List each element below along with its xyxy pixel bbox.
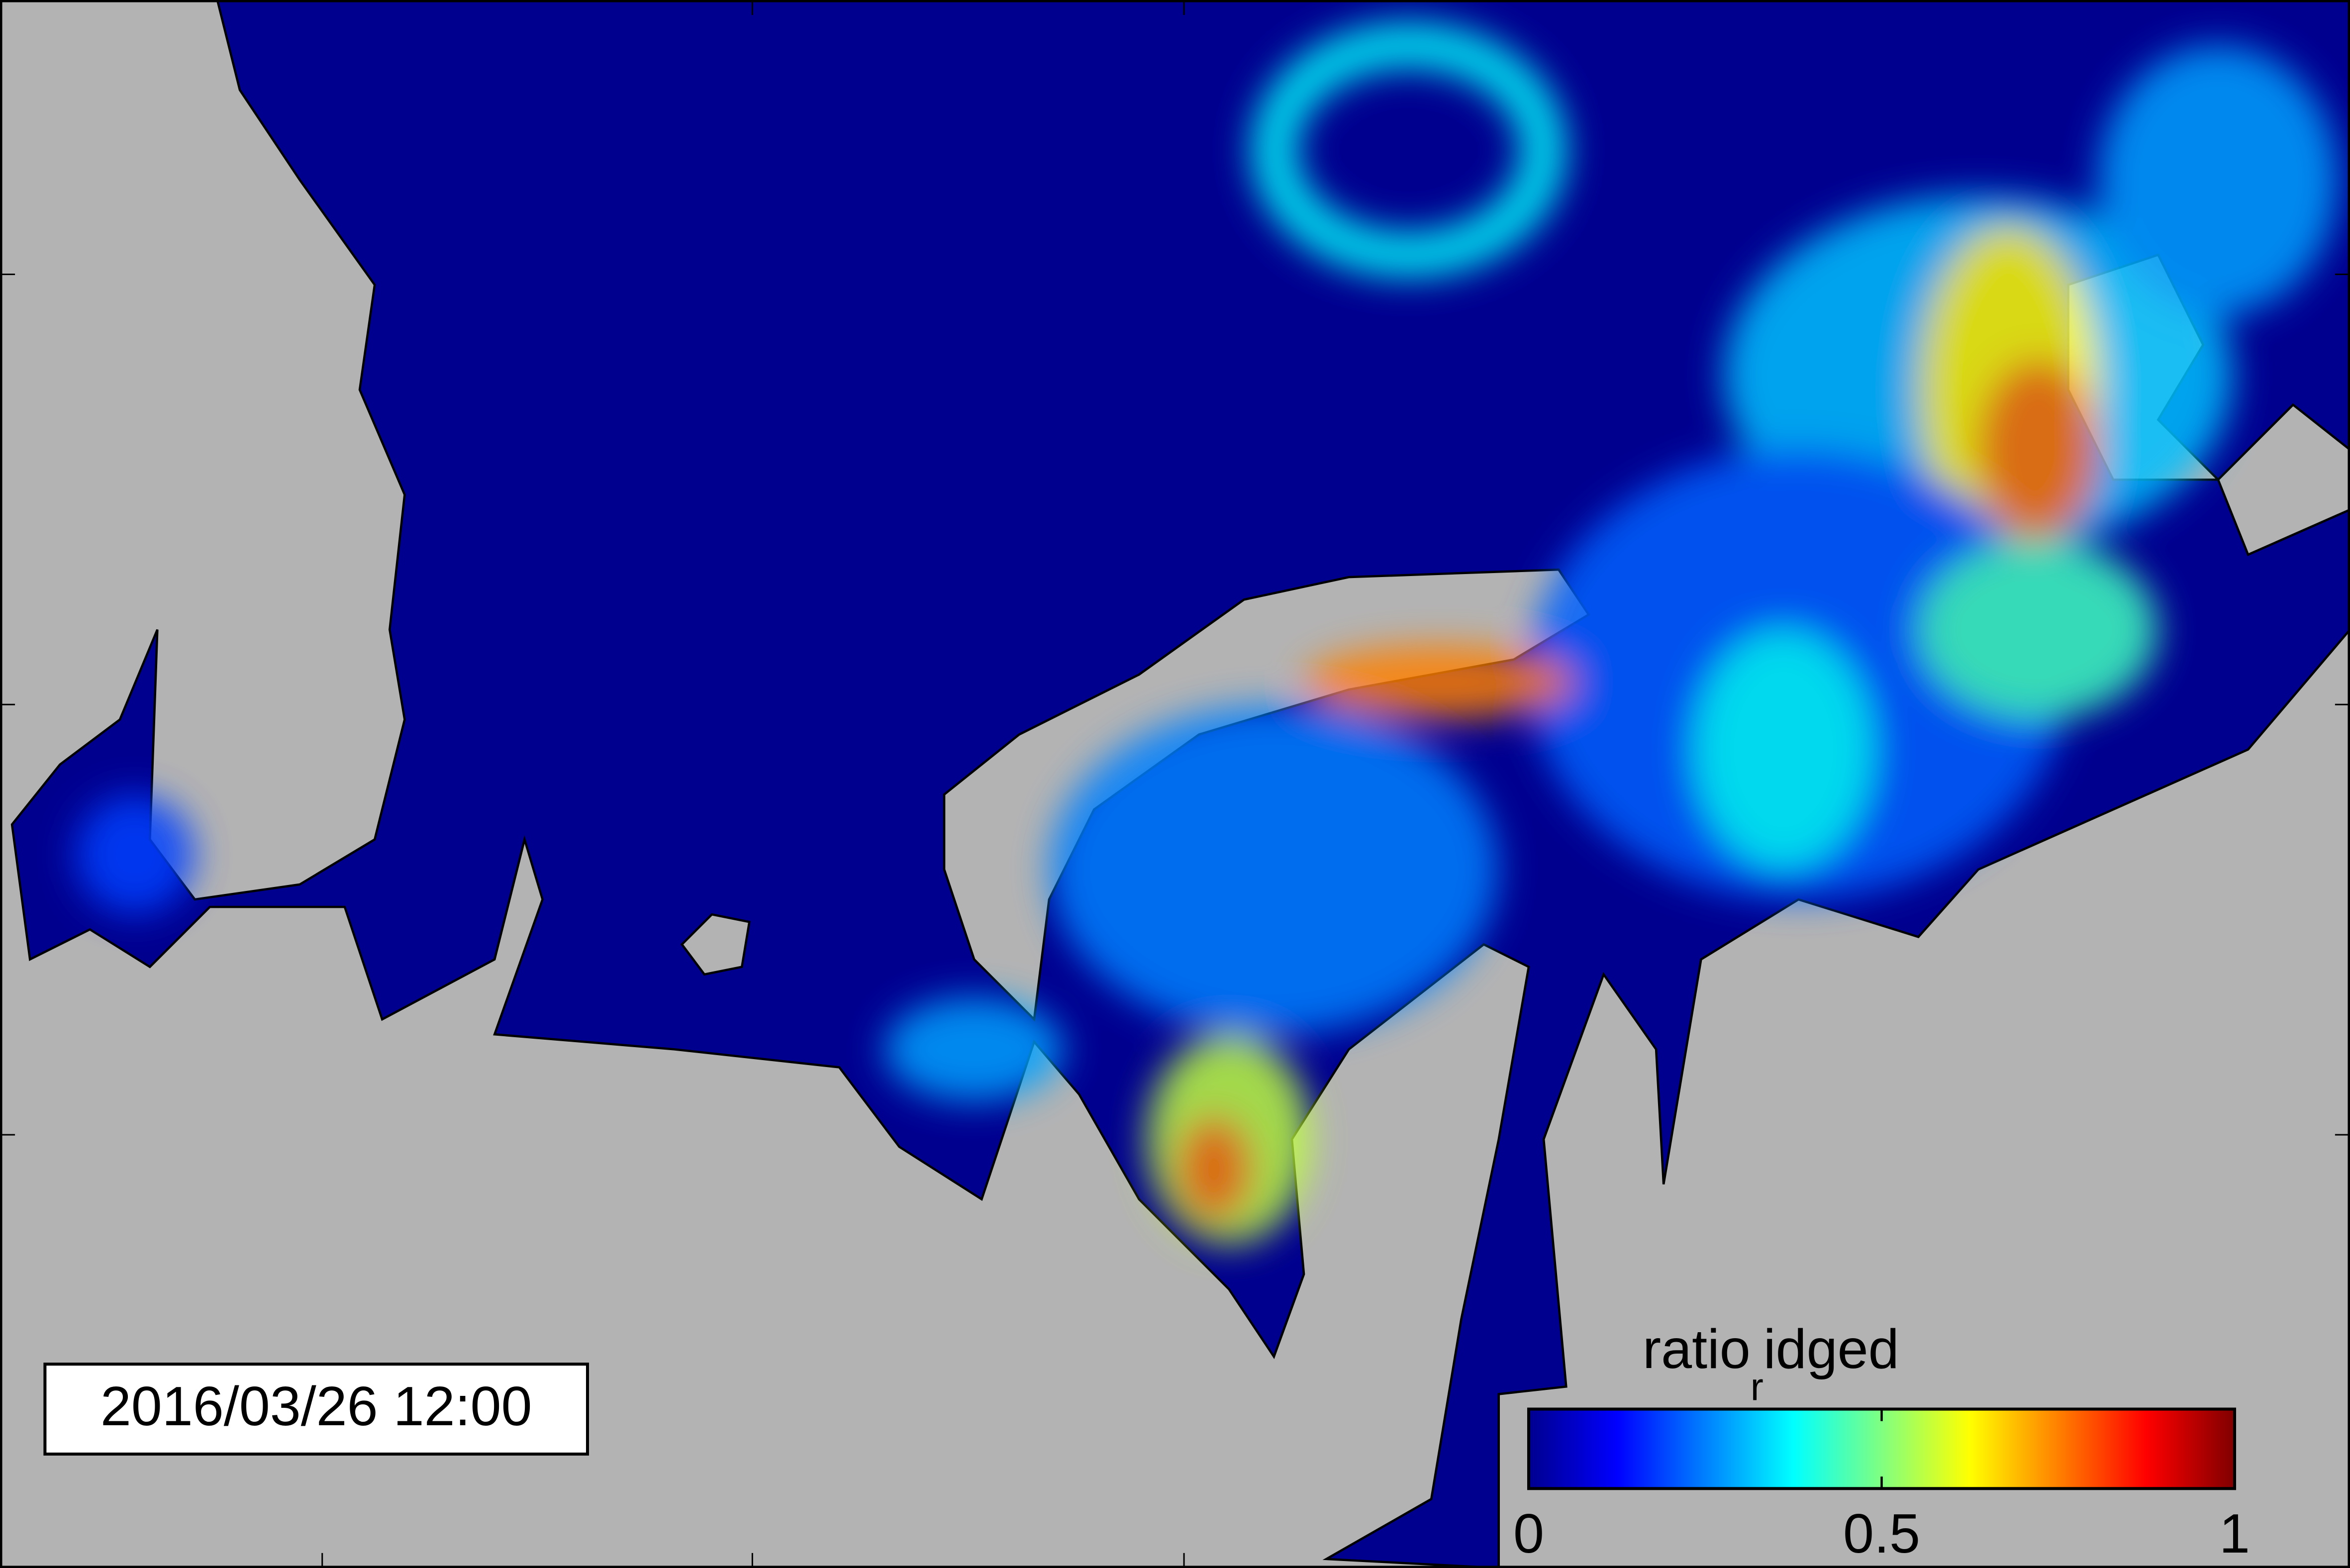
colorbar-tick-label: 1 xyxy=(2219,1502,2250,1565)
colorbar-tick-label: 0 xyxy=(1513,1502,1544,1565)
island xyxy=(680,913,751,976)
island xyxy=(2217,403,2350,556)
colorbar-label: ratioridged xyxy=(1643,1318,1899,1409)
colorbar-label-main: ratio xyxy=(1643,1318,1751,1380)
ice-field xyxy=(75,22,2338,1245)
colorbar xyxy=(1527,1407,2237,1490)
colorbar-tick-label: 0.5 xyxy=(1843,1502,1920,1565)
colorbar-label-sub: r xyxy=(1751,1365,1763,1408)
colorbar-label-rest: idged xyxy=(1763,1318,1899,1380)
timestamp-box xyxy=(43,1363,589,1456)
timestamp: 2016/03/26 12:00 xyxy=(100,1375,532,1437)
